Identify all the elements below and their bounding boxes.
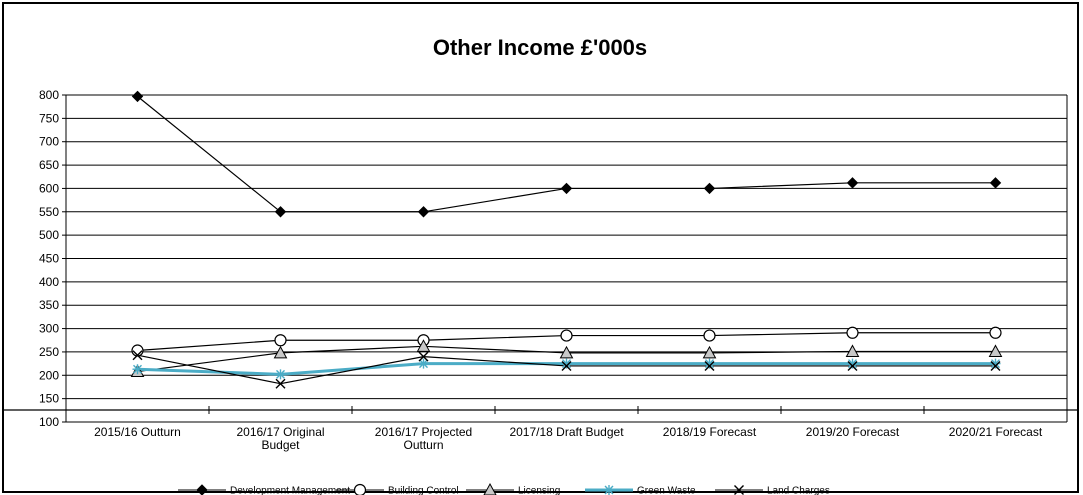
- data-point: [734, 485, 744, 495]
- y-tick-label: 650: [39, 158, 59, 172]
- gridlines: [66, 94, 1067, 423]
- data-point: [274, 334, 287, 347]
- y-tick-label: 250: [39, 345, 59, 359]
- y-tick-label: 300: [39, 322, 59, 336]
- data-point: [418, 358, 429, 369]
- y-axis: 100 150 200 250 300 350 400 450 500 550 600 650 700 7…: [39, 88, 1068, 429]
- y-tick-label: 350: [39, 298, 59, 312]
- data-point: [847, 358, 858, 369]
- y-tick-label: 700: [39, 135, 59, 149]
- data-point: [846, 177, 859, 189]
- data-point: [353, 483, 367, 495]
- data-point: [990, 360, 1001, 371]
- legend-label: Land Charges: [767, 486, 830, 495]
- data-point: [703, 182, 716, 195]
- data-point: [275, 378, 286, 389]
- y-tick-label: 600: [39, 181, 59, 195]
- data-point: [131, 90, 144, 103]
- data-point: [989, 177, 1002, 189]
- x-axis: 2015/16 Outturn 2016/17 Original Budget 201…: [4, 406, 1077, 452]
- legend: Development Management Building Control Li…: [178, 482, 830, 495]
- data-point: [846, 326, 859, 339]
- data-point: [990, 358, 1001, 369]
- y-tick-label: 500: [39, 228, 59, 242]
- data-point: [560, 182, 573, 195]
- data-point: [273, 345, 288, 359]
- data-point: [989, 326, 1002, 339]
- legend-label: Green Waste: [637, 486, 696, 495]
- data-point: [275, 369, 286, 380]
- data-point: [988, 344, 1003, 357]
- data-point: [703, 329, 716, 342]
- legend-label: Building Control: [388, 486, 459, 495]
- y-tick-label: 450: [39, 252, 59, 266]
- y-tick-label: 100: [39, 415, 59, 429]
- y-tick-label: 750: [39, 111, 59, 125]
- legend-label: Licensing: [518, 486, 560, 495]
- data-point: [483, 482, 497, 495]
- x-tick-label: 2019/20 Forecast: [806, 425, 900, 439]
- data-point: [847, 360, 858, 371]
- data-point: [274, 206, 287, 218]
- y-tick-label: 550: [39, 205, 59, 219]
- data-point: [561, 358, 572, 369]
- data-point: [559, 345, 574, 359]
- data-point: [560, 329, 573, 342]
- data-point: [416, 339, 431, 352]
- data-point: [845, 344, 860, 357]
- data-point: [704, 358, 715, 369]
- chart-title: Other Income £'000s: [433, 35, 647, 60]
- y-tick-label: 150: [39, 392, 59, 406]
- legend-label: Development Management: [230, 486, 350, 495]
- x-tick-label: 2015/16 Outturn: [94, 425, 181, 439]
- series-lines: [130, 90, 1003, 389]
- y-tick-label: 200: [39, 368, 59, 382]
- x-tick-label: 2020/21 Forecast: [949, 425, 1043, 439]
- data-point: [604, 485, 614, 495]
- x-tick-label: 2016/17 Projected Outturn: [375, 425, 472, 452]
- y-tick-label: 800: [39, 88, 59, 102]
- data-point: [196, 484, 208, 495]
- y-tick-label: 400: [39, 275, 59, 289]
- data-point: [132, 364, 143, 375]
- x-tick-label: 2016/17 Original Budget: [236, 425, 324, 452]
- x-tick-label: 2017/18 Draft Budget: [509, 425, 624, 439]
- data-point: [561, 360, 572, 371]
- data-point: [132, 350, 143, 361]
- data-point: [418, 351, 429, 362]
- data-point: [704, 360, 715, 371]
- data-point: [417, 206, 430, 218]
- series-line: [137, 95, 996, 213]
- x-tick-label: 2018/19 Forecast: [663, 425, 757, 439]
- data-point: [702, 345, 717, 359]
